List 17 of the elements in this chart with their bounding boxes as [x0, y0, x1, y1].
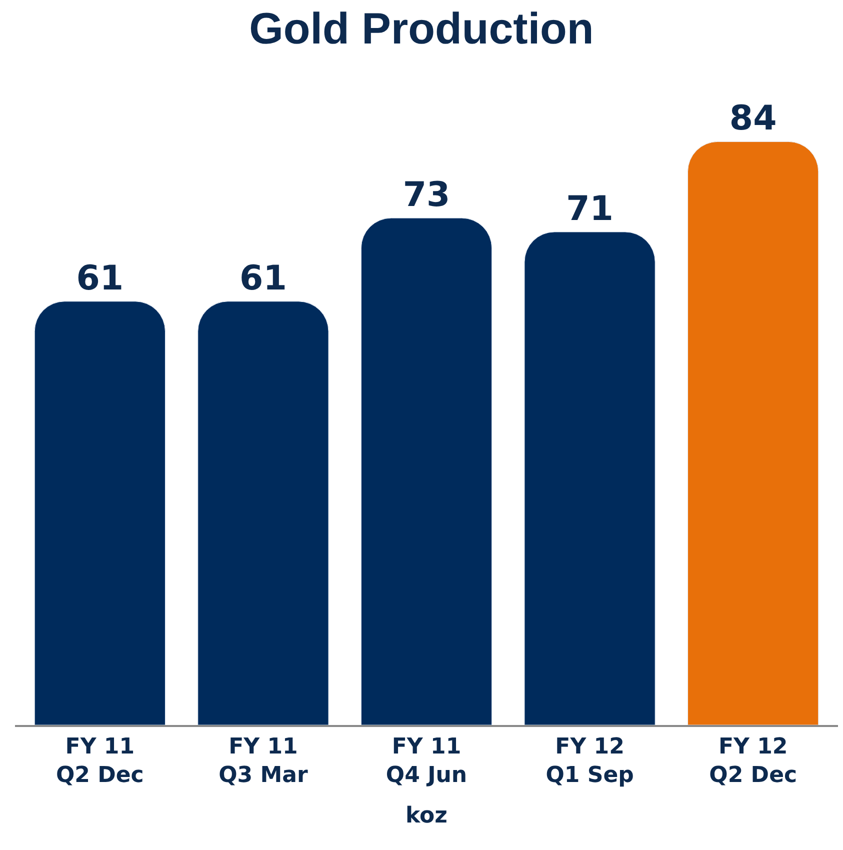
bar [688, 141, 819, 725]
data-label: 61 [240, 258, 287, 298]
x-axis-title: koz [406, 803, 448, 828]
data-label: 71 [566, 188, 614, 229]
chart-title: Gold Production [249, 4, 594, 54]
bar [34, 301, 166, 725]
data-label: 84 [729, 98, 777, 139]
x-tick-label: FY 12 Q2 Dec [709, 734, 798, 788]
x-tick-label: FY 11 Q4 Jun [386, 734, 468, 788]
bar [360, 218, 492, 725]
x-tick-label: FY 11 Q2 Dec [56, 734, 144, 788]
data-label: 61 [76, 258, 124, 298]
bar [198, 301, 329, 725]
bar [524, 232, 656, 725]
x-tick-label: FY 11 Q3 Mar [218, 734, 308, 788]
data-label: 73 [402, 175, 450, 216]
x-tick-label: FY 12 Q1 Sep [546, 734, 634, 788]
